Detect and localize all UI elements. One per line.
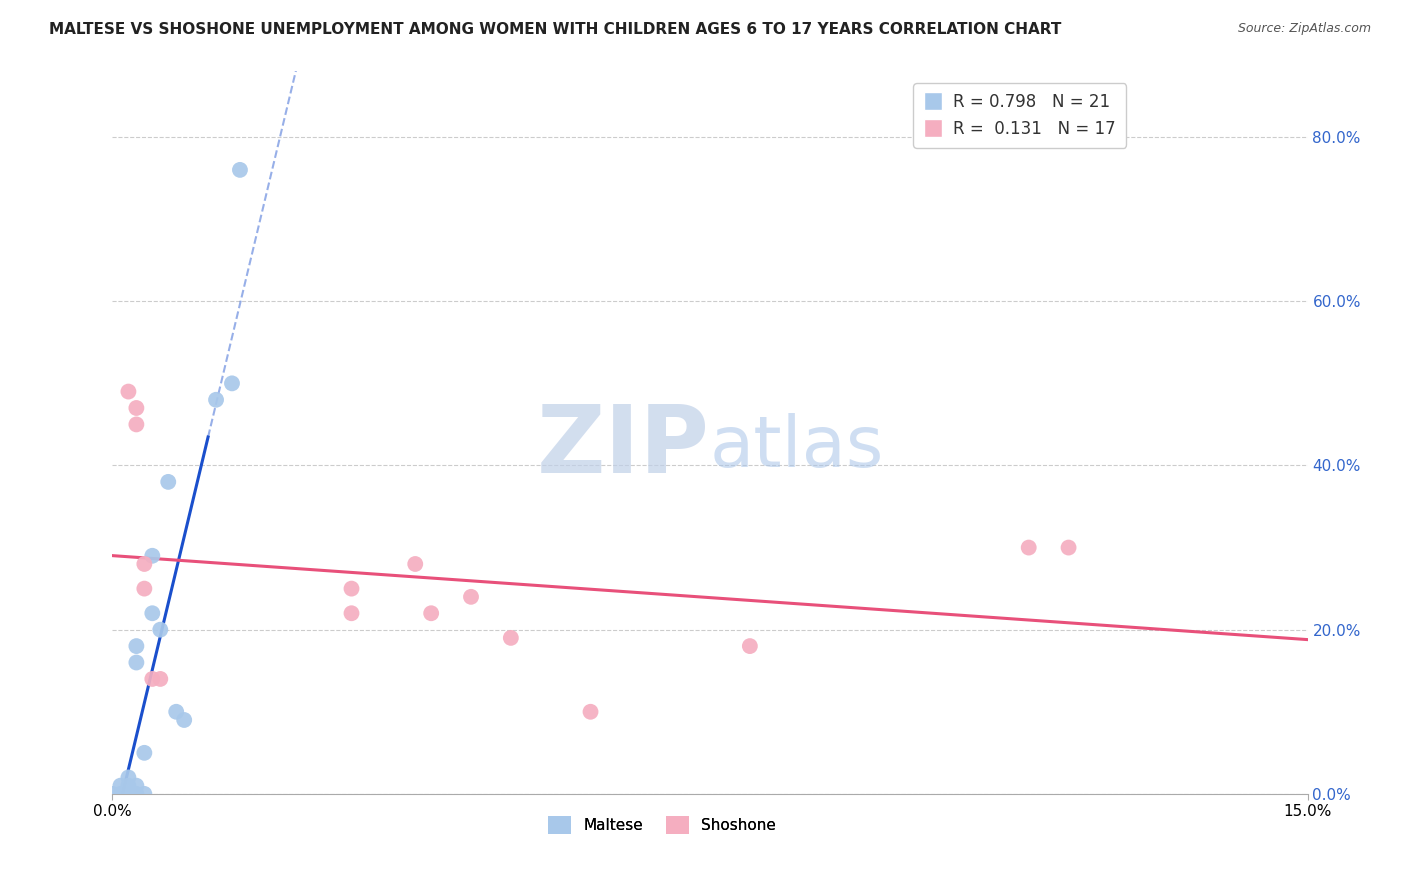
Point (499, 631, 522, 645)
Text: atlas: atlas (710, 413, 884, 482)
Point (134, 787, 156, 801)
Point (157, 475, 180, 489)
Point (141, 549, 163, 563)
Point (420, 607, 443, 621)
Point (149, 623, 172, 637)
Point (1057, 541, 1080, 555)
Point (1018, 541, 1040, 555)
Point (221, 376, 243, 391)
Point (117, 787, 139, 801)
Point (579, 705, 602, 719)
Point (149, 672, 172, 686)
Point (205, 392, 228, 407)
Point (125, 787, 148, 801)
Point (125, 417, 148, 432)
Point (125, 779, 148, 793)
Point (101, 787, 124, 801)
Point (125, 401, 148, 415)
Point (173, 713, 195, 727)
Point (460, 590, 482, 604)
Point (340, 607, 363, 621)
Point (117, 779, 139, 793)
Point (229, 162, 252, 177)
Point (110, 787, 132, 801)
Point (110, 779, 132, 793)
Point (165, 705, 187, 719)
Point (117, 771, 139, 785)
Point (125, 656, 148, 670)
Point (134, 557, 156, 571)
Point (141, 607, 163, 621)
Point (738, 639, 761, 653)
Point (134, 746, 156, 760)
Point (134, 582, 156, 596)
Point (404, 557, 426, 571)
Text: Source: ZipAtlas.com: Source: ZipAtlas.com (1237, 22, 1371, 36)
Point (141, 672, 163, 686)
Point (125, 639, 148, 653)
Point (117, 384, 139, 399)
Legend: Maltese, Shoshone: Maltese, Shoshone (543, 810, 782, 840)
Point (340, 582, 363, 596)
Text: ZIP: ZIP (537, 401, 710, 493)
Text: MALTESE VS SHOSHONE UNEMPLOYMENT AMONG WOMEN WITH CHILDREN AGES 6 TO 17 YEARS CO: MALTESE VS SHOSHONE UNEMPLOYMENT AMONG W… (49, 22, 1062, 37)
